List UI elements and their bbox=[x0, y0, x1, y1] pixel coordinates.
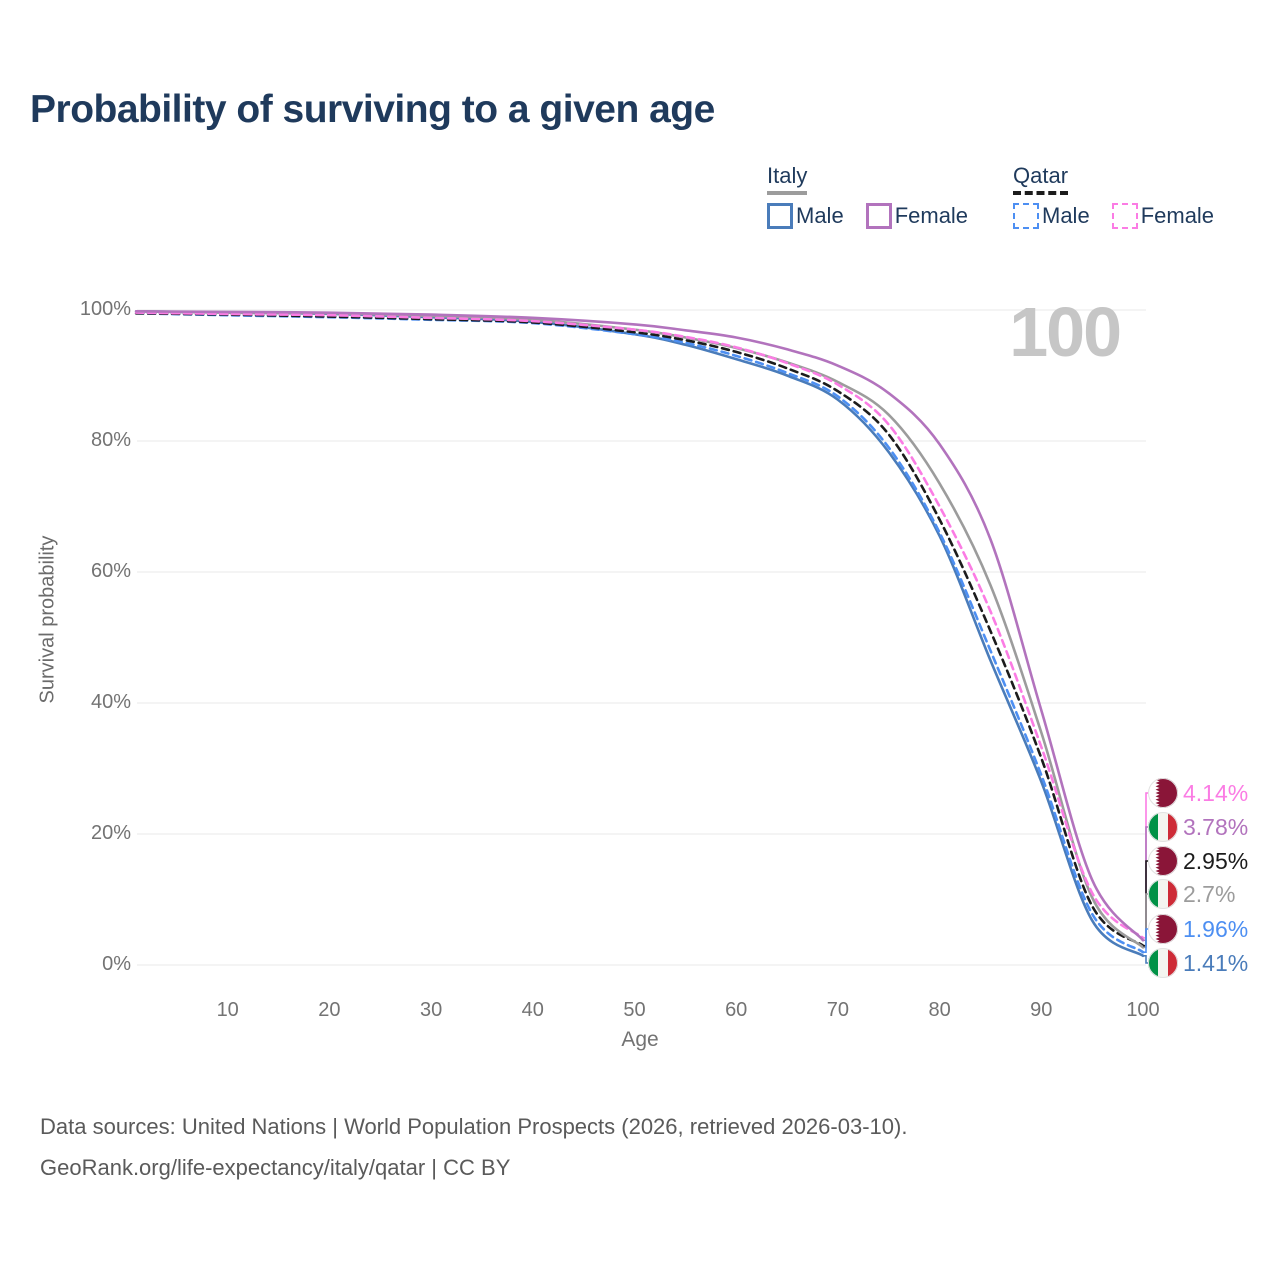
legend-item-qatar-male[interactable]: Male bbox=[1013, 203, 1090, 229]
x-tick-40: 40 bbox=[521, 999, 544, 1021]
legend-label: Male bbox=[1042, 203, 1090, 228]
y-tick-20: 20% bbox=[90, 822, 131, 844]
end-label-value: 1.96% bbox=[1183, 915, 1249, 942]
qatar-flag-icon bbox=[1148, 914, 1178, 944]
series-line-qatar-female[interactable] bbox=[134, 311, 1145, 940]
end-label-italy-female[interactable]: 3.78% bbox=[1148, 810, 1248, 844]
end-label-value: 1.41% bbox=[1183, 949, 1249, 976]
series-line-italy-female[interactable] bbox=[134, 310, 1145, 942]
x-tick-50: 50 bbox=[623, 999, 646, 1021]
italy-flag-icon bbox=[1148, 879, 1178, 909]
footer: Data sources: United Nations | World Pop… bbox=[40, 1106, 907, 1188]
legend-label: Female bbox=[894, 203, 969, 228]
legend-group-italy: Italy Male Female bbox=[767, 163, 968, 229]
italy-flag-icon bbox=[1148, 948, 1178, 978]
x-tick-10: 10 bbox=[216, 999, 239, 1021]
x-axis-label: Age bbox=[621, 1028, 659, 1051]
legend-group-qatar: Qatar Male Female bbox=[1013, 163, 1214, 229]
x-tick-100: 100 bbox=[1126, 999, 1160, 1021]
legend-label: Male bbox=[796, 203, 844, 228]
x-tick-20: 20 bbox=[318, 999, 341, 1021]
legend-label: Female bbox=[1140, 203, 1215, 228]
footer-data-sources: Data sources: United Nations | World Pop… bbox=[40, 1114, 908, 1139]
end-label-qatar-both-sexes[interactable]: 2.95% bbox=[1148, 844, 1248, 878]
legend-header-qatar[interactable]: Qatar bbox=[1013, 163, 1069, 195]
y-tick-60: 60% bbox=[90, 560, 131, 582]
x-tick-60: 60 bbox=[725, 999, 748, 1021]
end-label-italy-male[interactable]: 1.41% bbox=[1148, 946, 1248, 980]
italy-flag-icon bbox=[1148, 812, 1178, 842]
hovered-age-watermark: 100 bbox=[1009, 293, 1122, 371]
legend-item-italy-female[interactable]: Female bbox=[865, 203, 969, 229]
end-label-qatar-female[interactable]: 4.14% bbox=[1148, 776, 1248, 810]
x-tick-80: 80 bbox=[928, 999, 951, 1021]
qatar-flag-icon bbox=[1148, 778, 1178, 808]
qatar-male-swatch-icon bbox=[1013, 203, 1039, 229]
y-tick-40: 40% bbox=[90, 691, 131, 713]
end-label-value: 2.95% bbox=[1183, 847, 1249, 874]
y-tick-80: 80% bbox=[90, 429, 131, 451]
qatar-female-swatch-icon bbox=[1111, 203, 1138, 229]
legend-item-italy-male[interactable]: Male bbox=[767, 203, 844, 229]
italy-female-swatch-icon bbox=[865, 203, 892, 229]
qatar-flag-icon bbox=[1148, 846, 1178, 876]
x-tick-30: 30 bbox=[419, 999, 443, 1021]
end-label-value: 4.14% bbox=[1183, 779, 1249, 806]
legend-header-italy[interactable]: Italy bbox=[767, 163, 808, 195]
footer-link[interactable]: GeoRank.org/life-expectancy/italy/qatar … bbox=[40, 1155, 511, 1180]
series-line-qatar-both-sexes[interactable] bbox=[134, 311, 1145, 947]
x-tick-90: 90 bbox=[1030, 999, 1053, 1021]
end-label-italy-both-sexes[interactable]: 2.7% bbox=[1148, 877, 1235, 911]
end-label-value: 2.7% bbox=[1183, 880, 1236, 907]
page-title: Probability of surviving to a given age bbox=[30, 88, 715, 131]
y-tick-100: 100% bbox=[79, 298, 131, 320]
end-label-value: 3.78% bbox=[1183, 813, 1249, 840]
y-tick-0: 0% bbox=[102, 953, 131, 975]
italy-male-swatch-icon bbox=[767, 203, 793, 229]
end-label-qatar-male[interactable]: 1.96% bbox=[1148, 912, 1248, 946]
x-tick-70: 70 bbox=[826, 999, 850, 1021]
legend-item-qatar-female[interactable]: Female bbox=[1111, 203, 1215, 229]
